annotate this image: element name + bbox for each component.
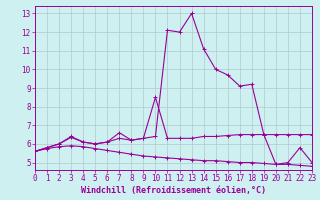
X-axis label: Windchill (Refroidissement éolien,°C): Windchill (Refroidissement éolien,°C) <box>81 186 266 195</box>
